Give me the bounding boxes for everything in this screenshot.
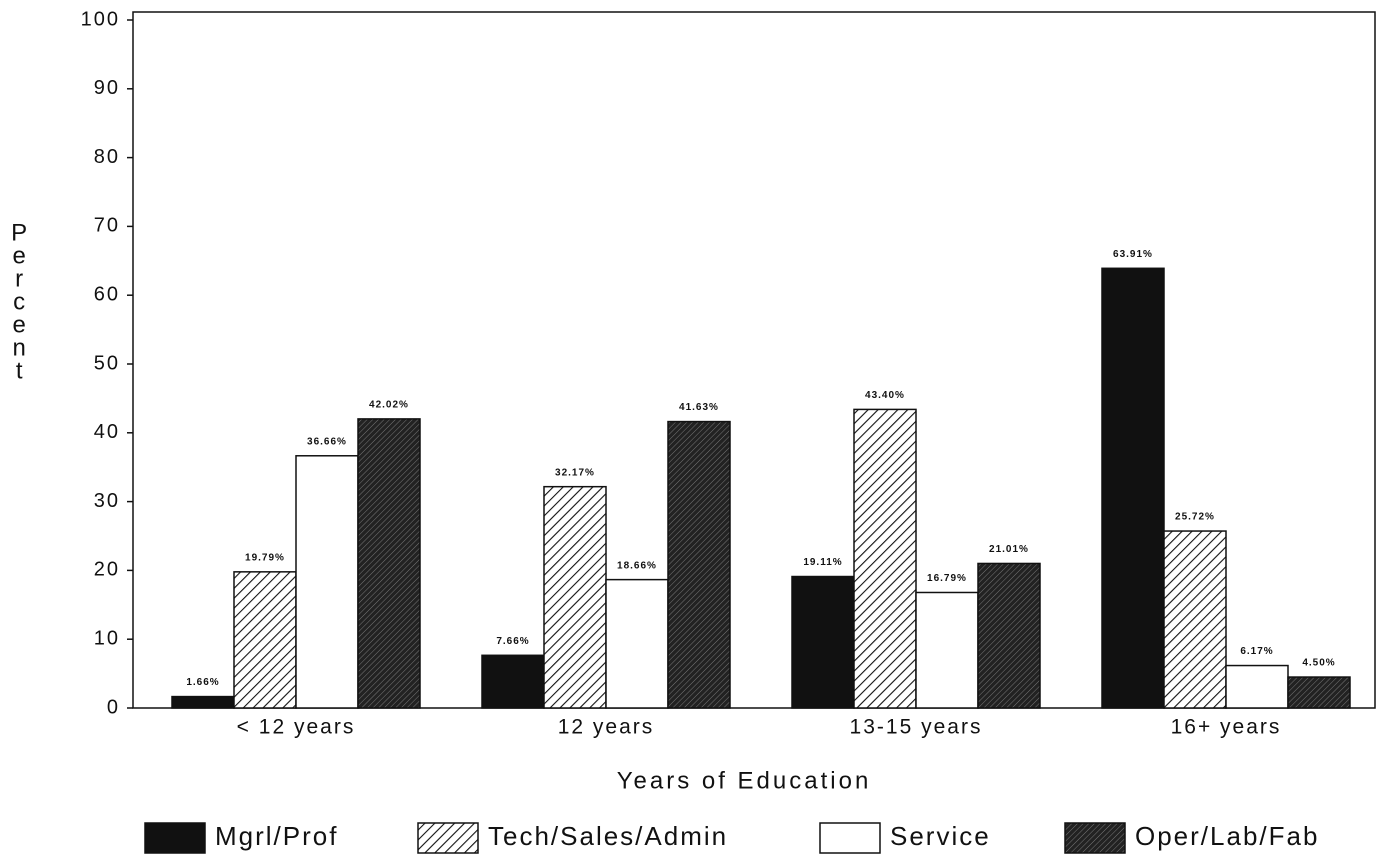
bar xyxy=(605,578,669,709)
legend-swatch xyxy=(417,822,479,854)
bar xyxy=(357,418,421,709)
value-label: 16.79% xyxy=(927,573,967,584)
bar xyxy=(915,591,979,709)
value-label: 63.91% xyxy=(1113,249,1153,260)
y-tick-label: 0 xyxy=(107,696,120,718)
y-tick-label: 40 xyxy=(94,421,120,443)
value-label: 19.79% xyxy=(245,552,285,563)
x-tick-label: 13-15 years xyxy=(850,716,983,739)
value-label: 21.01% xyxy=(989,544,1029,555)
legend-label: Service xyxy=(890,821,991,851)
bar xyxy=(1101,267,1165,709)
legend-label: Tech/Sales/Admin xyxy=(488,821,728,851)
value-label: 43.40% xyxy=(865,390,905,401)
value-label: 25.72% xyxy=(1175,512,1215,523)
legend-label: Oper/Lab/Fab xyxy=(1135,821,1319,851)
y-tick-label: 30 xyxy=(94,490,120,512)
value-label: 32.17% xyxy=(555,467,595,478)
bar xyxy=(543,485,607,709)
y-tick-label: 60 xyxy=(94,283,120,305)
y-tick-label: 80 xyxy=(94,146,120,168)
y-tick-label: 50 xyxy=(94,352,120,374)
y-tick-label: 90 xyxy=(94,77,120,99)
bar xyxy=(667,420,731,709)
x-tick-label: 16+ years xyxy=(1171,716,1282,739)
bar xyxy=(171,695,235,709)
legend-swatch xyxy=(1064,822,1126,854)
bar xyxy=(233,571,297,709)
y-tick-label: 100 xyxy=(81,8,120,30)
legend-swatch xyxy=(819,822,881,854)
value-label: 19.11% xyxy=(803,557,842,568)
bar xyxy=(977,562,1041,709)
bar xyxy=(295,455,359,709)
bar xyxy=(481,654,545,709)
value-label: 41.63% xyxy=(679,402,719,413)
bar xyxy=(1287,676,1351,709)
plot-frame xyxy=(132,11,1376,709)
value-label: 36.66% xyxy=(307,436,347,447)
value-label: 18.66% xyxy=(617,560,657,571)
x-axis-title: Years of Education xyxy=(617,767,872,794)
bar xyxy=(791,575,855,709)
bar xyxy=(1225,664,1289,709)
bar xyxy=(1163,530,1227,709)
x-tick-label: < 12 years xyxy=(237,716,356,739)
y-tick-label: 70 xyxy=(94,215,120,237)
y-axis-title: Percent xyxy=(6,220,33,381)
x-tick-label: 12 years xyxy=(558,716,655,739)
y-tick-label: 10 xyxy=(94,627,120,649)
value-label: 4.50% xyxy=(1302,658,1335,669)
bar xyxy=(853,408,917,709)
legend-swatch xyxy=(144,822,206,854)
value-label: 6.17% xyxy=(1240,646,1273,657)
legend-label: Mgrl/Prof xyxy=(215,821,338,851)
value-label: 42.02% xyxy=(369,400,409,411)
y-tick-label: 20 xyxy=(94,559,120,581)
value-label: 7.66% xyxy=(496,636,529,647)
value-label: 1.66% xyxy=(186,677,219,688)
